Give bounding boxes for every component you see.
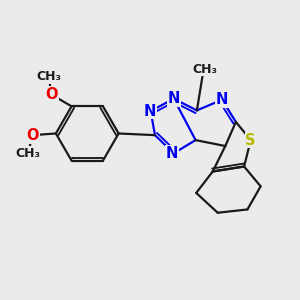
Text: S: S	[245, 133, 256, 148]
Text: N: N	[166, 146, 178, 161]
Text: O: O	[46, 87, 58, 102]
Text: CH₃: CH₃	[192, 63, 217, 76]
Text: CH₃: CH₃	[36, 70, 61, 83]
Text: N: N	[216, 92, 228, 107]
Text: O: O	[26, 128, 39, 142]
Text: CH₃: CH₃	[15, 147, 40, 160]
Text: N: N	[144, 103, 156, 118]
Text: N: N	[168, 91, 180, 106]
